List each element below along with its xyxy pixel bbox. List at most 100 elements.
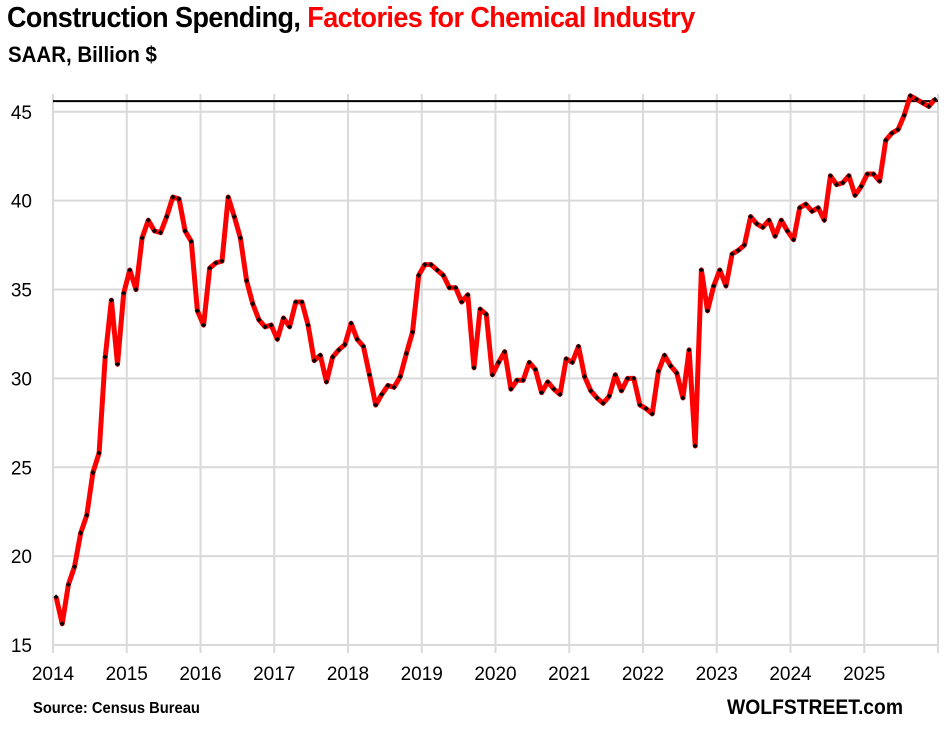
data-point bbox=[747, 214, 754, 220]
data-point bbox=[59, 621, 65, 627]
data-point bbox=[489, 372, 496, 378]
data-point bbox=[446, 285, 453, 291]
chart-title: Construction Spending, Factories for Che… bbox=[7, 2, 695, 35]
data-point bbox=[170, 194, 176, 200]
data-point bbox=[514, 377, 520, 383]
x-tick-label: 2025 bbox=[843, 664, 885, 685]
data-point bbox=[674, 370, 680, 376]
data-point bbox=[680, 395, 686, 401]
data-point bbox=[926, 103, 932, 110]
data-point bbox=[299, 299, 305, 305]
x-tick-label: 2023 bbox=[696, 664, 738, 685]
x-tick-label: 2020 bbox=[474, 664, 516, 685]
data-point bbox=[625, 375, 631, 381]
data-point bbox=[735, 247, 741, 254]
data-point bbox=[194, 308, 201, 314]
data-point bbox=[508, 386, 514, 392]
data-point bbox=[145, 217, 151, 223]
data-point bbox=[901, 112, 907, 118]
data-point bbox=[459, 299, 465, 305]
data-point bbox=[772, 233, 778, 239]
data-point bbox=[280, 315, 287, 321]
y-tick-label: 35 bbox=[11, 281, 32, 302]
data-point bbox=[557, 391, 563, 397]
data-point bbox=[108, 297, 114, 303]
data-point bbox=[422, 262, 428, 268]
x-gridlines bbox=[52, 94, 939, 653]
data-point bbox=[852, 192, 858, 198]
data-point bbox=[428, 262, 434, 268]
data-point bbox=[649, 411, 655, 417]
data-point bbox=[600, 400, 606, 406]
data-point bbox=[754, 221, 760, 227]
data-point bbox=[354, 336, 360, 342]
data-point bbox=[483, 311, 489, 317]
data-point bbox=[784, 228, 791, 234]
data-point bbox=[317, 352, 323, 358]
data-point bbox=[336, 347, 342, 353]
chart-title-accent: Factories for Chemical Industry bbox=[307, 2, 695, 34]
data-point bbox=[815, 205, 821, 211]
data-point bbox=[551, 386, 557, 392]
data-point bbox=[262, 324, 268, 330]
data-point bbox=[833, 182, 840, 188]
data-point bbox=[637, 402, 643, 408]
data-point bbox=[612, 372, 618, 378]
data-point bbox=[778, 217, 784, 223]
data-point bbox=[373, 402, 379, 408]
data-point bbox=[864, 171, 870, 177]
data-point bbox=[348, 320, 354, 326]
data-point bbox=[790, 237, 797, 243]
data-point bbox=[268, 322, 274, 328]
data-point bbox=[65, 581, 71, 588]
data-point bbox=[526, 359, 532, 365]
data-point bbox=[741, 242, 748, 248]
data-point bbox=[569, 359, 575, 365]
data-point bbox=[846, 173, 852, 179]
data-point bbox=[913, 96, 920, 102]
data-point bbox=[698, 267, 704, 273]
data-point bbox=[391, 384, 397, 390]
data-point-markers bbox=[53, 93, 938, 627]
data-point bbox=[643, 406, 649, 412]
data-point bbox=[655, 368, 661, 374]
data-point bbox=[520, 377, 526, 383]
data-point bbox=[821, 217, 827, 223]
data-point bbox=[532, 366, 539, 373]
data-point bbox=[495, 359, 502, 365]
data-point bbox=[133, 286, 139, 293]
y-tick-label: 45 bbox=[11, 103, 32, 124]
data-point bbox=[477, 306, 483, 312]
data-point bbox=[809, 208, 815, 214]
data-point bbox=[403, 350, 409, 357]
data-point bbox=[766, 217, 772, 223]
data-point bbox=[219, 258, 225, 264]
data-point bbox=[342, 342, 348, 348]
data-point bbox=[207, 265, 213, 271]
data-point bbox=[889, 130, 895, 136]
data-point bbox=[870, 171, 877, 177]
data-point bbox=[471, 365, 477, 371]
data-point bbox=[717, 267, 723, 273]
data-point bbox=[563, 356, 569, 362]
data-point bbox=[71, 564, 78, 570]
data-point bbox=[409, 329, 416, 335]
data-point bbox=[53, 594, 59, 600]
x-tick-label: 2021 bbox=[548, 664, 590, 685]
data-point bbox=[920, 100, 926, 106]
data-point bbox=[84, 512, 90, 518]
data-point bbox=[237, 235, 244, 241]
data-point bbox=[692, 443, 698, 449]
data-point bbox=[827, 173, 834, 179]
data-point bbox=[256, 317, 262, 323]
data-point bbox=[575, 343, 582, 349]
data-point bbox=[385, 382, 391, 389]
x-tick-label: 2015 bbox=[106, 664, 148, 685]
data-point bbox=[588, 388, 594, 394]
data-point bbox=[545, 379, 551, 385]
data-point bbox=[711, 283, 717, 289]
data-point bbox=[877, 178, 883, 184]
x-tick-label: 2024 bbox=[769, 664, 812, 685]
chart-title-main: Construction Spending, bbox=[7, 2, 308, 34]
y-tick-label: 15 bbox=[11, 636, 32, 657]
